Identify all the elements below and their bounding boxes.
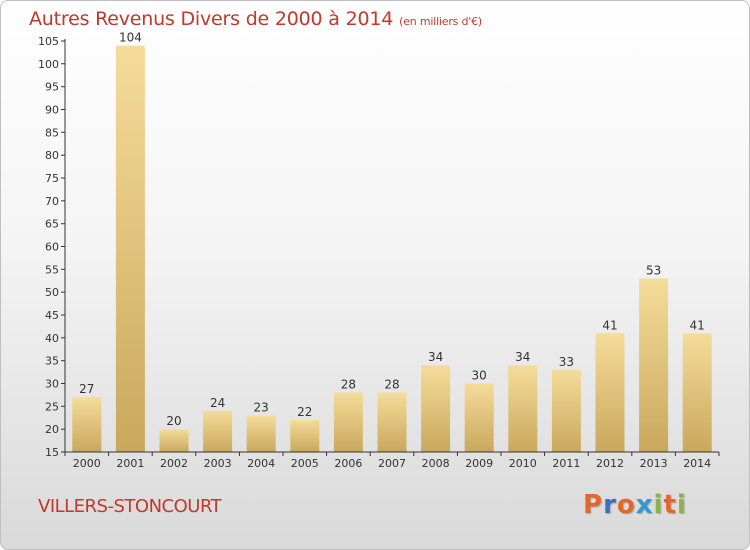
x-tick-label-2009: 2009 [465, 457, 493, 470]
y-tick-label-45: 45 [45, 309, 59, 322]
x-tick-label-2002: 2002 [160, 457, 188, 470]
x-tick-label-2000: 2000 [73, 457, 101, 470]
y-tick-label-75: 75 [45, 172, 59, 185]
x-tick-label-2001: 2001 [116, 457, 144, 470]
y-tick-label-15: 15 [45, 446, 59, 459]
logo-letter: P [583, 490, 604, 520]
y-tick-label-80: 80 [45, 149, 59, 162]
y-tick-label-90: 90 [45, 104, 59, 117]
y-tick-label-30: 30 [45, 378, 59, 391]
value-label-2003: 24 [210, 396, 225, 410]
y-tick-label-85: 85 [45, 126, 59, 139]
logo-letter: r [603, 490, 617, 520]
bar-2010 [508, 365, 538, 452]
x-tick-label-2011: 2011 [552, 457, 580, 470]
y-tick-label-25: 25 [45, 400, 59, 413]
bar-2000 [72, 397, 102, 452]
y-tick-label-100: 100 [38, 58, 59, 71]
value-label-2008: 34 [428, 350, 443, 364]
axes-group: 15 20 25 30 35 40 45 50 55 60 65 70 75 80 85 90 95 100 105… [38, 35, 720, 470]
bar-2008 [421, 365, 451, 452]
value-label-2005: 22 [297, 405, 312, 419]
value-label-2004: 23 [254, 401, 269, 415]
value-label-2012: 41 [602, 318, 617, 332]
logo-letter: i [653, 490, 664, 520]
y-tick-label-35: 35 [45, 355, 59, 368]
logo-letter: o [616, 490, 636, 520]
x-tick-label-2008: 2008 [422, 457, 450, 470]
bar-2009 [464, 383, 494, 452]
chart-subtitle: (en milliers d'€) [399, 15, 483, 28]
bar-2012 [595, 333, 625, 452]
chart-title-text: Autres Revenus Divers de 2000 à 2014 [29, 8, 394, 30]
value-label-2013: 53 [646, 264, 661, 278]
value-label-2009: 30 [472, 369, 487, 383]
place-name: VILLERS-STONCOURT [38, 496, 222, 517]
bar-2003 [203, 410, 233, 452]
x-tick-label-2007: 2007 [378, 457, 406, 470]
bar-2011 [551, 369, 581, 452]
value-label-2001: 104 [119, 31, 142, 45]
x-tick-label-2004: 2004 [247, 457, 275, 470]
x-tick-label-2012: 2012 [596, 457, 624, 470]
y-tick-label-95: 95 [45, 81, 59, 94]
value-label-2007: 28 [384, 378, 399, 392]
bar-2006 [333, 392, 363, 452]
logo-letter: i [676, 490, 687, 520]
x-tick-label-2010: 2010 [509, 457, 537, 470]
y-tick-label-40: 40 [45, 332, 59, 345]
y-tick-label-20: 20 [45, 423, 59, 436]
x-tick-label-2013: 2013 [640, 457, 668, 470]
x-tick-label-2014: 2014 [683, 457, 711, 470]
logo-letter: x [635, 490, 654, 520]
value-label-2014: 41 [690, 318, 705, 332]
bar-2001 [115, 45, 145, 452]
chart-title: Autres Revenus Divers de 2000 à 2014 (en … [29, 8, 482, 30]
x-tick-label-2005: 2005 [291, 457, 319, 470]
bar-2014 [682, 333, 712, 452]
value-label-2000: 27 [79, 382, 94, 396]
x-tick-label-2006: 2006 [334, 457, 362, 470]
bar-2005 [290, 420, 320, 452]
bar-2007 [377, 392, 407, 452]
value-label-2011: 33 [559, 355, 574, 369]
bar-2002 [159, 429, 189, 452]
value-label-2002: 20 [166, 414, 181, 428]
bar-2013 [639, 278, 669, 452]
y-tick-label-60: 60 [45, 241, 59, 254]
value-label-2010: 34 [515, 350, 530, 364]
x-tick-label-2003: 2003 [204, 457, 232, 470]
y-tick-label-55: 55 [45, 263, 59, 276]
proxiti-logo: Proxiti [583, 490, 687, 520]
y-tick-label-65: 65 [45, 218, 59, 231]
bars-group: 27 104 20 24 23 22 28 28 34 30 34 33 41 53 41 [72, 31, 712, 452]
y-tick-label-105: 105 [38, 35, 59, 48]
value-label-2006: 28 [341, 378, 356, 392]
bar-2004 [246, 415, 276, 452]
logo-letter: t [663, 490, 677, 520]
y-tick-label-70: 70 [45, 195, 59, 208]
y-tick-label-50: 50 [45, 286, 59, 299]
